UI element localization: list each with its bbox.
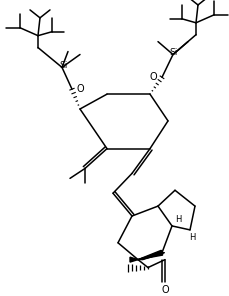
Polygon shape	[137, 250, 162, 260]
Text: O: O	[77, 84, 84, 94]
Text: H: H	[188, 233, 194, 242]
Text: O: O	[161, 285, 168, 295]
Text: Si: Si	[60, 61, 68, 70]
Text: O: O	[149, 72, 156, 82]
Polygon shape	[129, 257, 137, 262]
Text: H: H	[174, 215, 180, 224]
Text: Si: Si	[169, 48, 177, 57]
